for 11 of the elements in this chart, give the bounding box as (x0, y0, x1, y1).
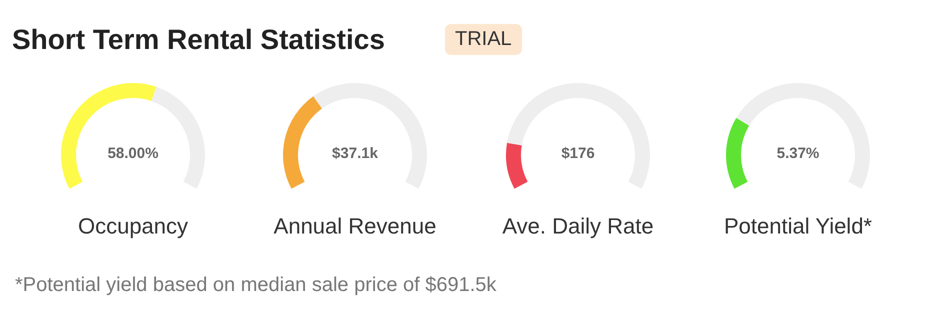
text: $176 (561, 145, 595, 162)
text: 5.37% (776, 145, 820, 162)
text: Annual Revenue (274, 214, 436, 238)
text: $37.1k (332, 145, 379, 162)
text: Occupancy (78, 214, 188, 238)
text: 58.00% (108, 145, 158, 162)
text: *Potential yield based on median sale price of $691.5k (15, 274, 496, 297)
text: TRIAL (445, 24, 522, 55)
text: Ave. Daily Rate (502, 214, 654, 238)
text: Potential Yield* (724, 214, 872, 238)
text: Short Term Rental Statistics (12, 24, 385, 56)
